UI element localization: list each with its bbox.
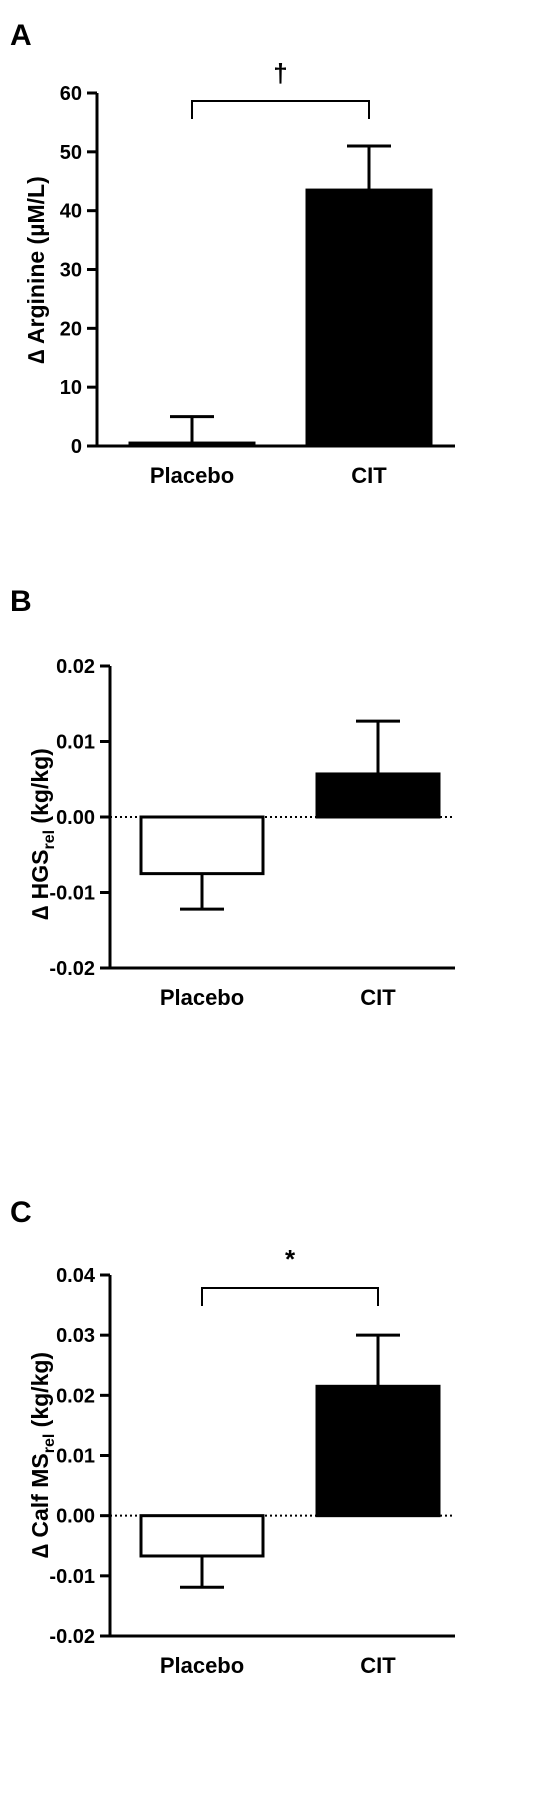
- y-tick-label-c: 0.00: [56, 1506, 95, 1528]
- y-tick-label-a: 30: [60, 260, 82, 282]
- y-tick-label-a: 10: [60, 377, 82, 399]
- bar-b-0: [139, 815, 265, 876]
- bars-a: [128, 144, 433, 448]
- y-tick-label-c: 0.01: [56, 1446, 95, 1468]
- bar-c-0: [139, 1514, 265, 1558]
- y-tick-label-c: -0.01: [49, 1566, 95, 1588]
- panel-b: B ∆ HGSrel (kg/kg) -0.02 -0.01 0.00 0.01 0.0…: [10, 585, 455, 1010]
- panel-label-b: B: [10, 585, 32, 618]
- x-tick-label-c-1: CIT: [360, 1653, 396, 1678]
- y-tick-label-c: 0.04: [56, 1265, 96, 1287]
- significance-bracket-c: [201, 1287, 379, 1306]
- bar-c-1: [315, 1384, 441, 1518]
- significance-c: *: [201, 1244, 379, 1306]
- bars-c: [139, 1333, 441, 1589]
- y-tick-label-b: 0.01: [56, 732, 95, 754]
- y-tick-label-c: 0.02: [56, 1385, 95, 1407]
- y-axis-a: 0 10 20 30 40 50 60: [60, 83, 99, 458]
- y-tick-label-a: 20: [60, 318, 82, 340]
- bars-b: [139, 719, 441, 911]
- y-axis-label-b-tail: (kg/kg): [27, 748, 53, 830]
- panel-label-a: A: [10, 19, 32, 52]
- y-axis-label-b-sub: rel: [41, 830, 58, 850]
- significance-marker-c: *: [285, 1244, 296, 1274]
- y-tick-label-b: 0.02: [56, 656, 95, 678]
- x-tick-label-c-0: Placebo: [160, 1653, 244, 1678]
- y-axis-label-c-sub: rel: [41, 1434, 58, 1454]
- y-axis-label-c: ∆ Calf MSrel (kg/kg): [27, 1352, 58, 1558]
- y-tick-label-a: 40: [60, 201, 82, 223]
- y-tick-label-c: 0.03: [56, 1325, 95, 1347]
- y-axis-label-a: ∆ Arginine (µM/L): [23, 176, 49, 363]
- y-tick-label-b: -0.02: [49, 958, 95, 980]
- y-axis-b: -0.02 -0.01 0.00 0.01 0.02: [49, 656, 112, 980]
- y-tick-label-c: -0.02: [49, 1626, 95, 1648]
- y-tick-label-a: 60: [60, 83, 82, 105]
- x-tick-label-b-0: Placebo: [160, 985, 244, 1010]
- x-tick-label-b-1: CIT: [360, 985, 396, 1010]
- panel-a: A ∆ Arginine (µM/L) 0 10 20 30 40 50 60 Placeb…: [10, 19, 455, 488]
- panel-c: C ∆ Calf MSrel (kg/kg) -0.02 -0.01 0.00 0.0…: [10, 1196, 455, 1678]
- significance-bracket-a: [191, 100, 370, 119]
- x-tick-label-a-0: Placebo: [150, 463, 234, 488]
- y-tick-label-b: 0.00: [56, 807, 95, 829]
- significance-marker-a: †: [273, 58, 287, 88]
- y-axis-label-c-tail: (kg/kg): [27, 1352, 53, 1434]
- y-axis-c: -0.02 -0.01 0.00 0.01 0.02 0.03 0.04: [49, 1265, 112, 1648]
- y-tick-label-a: 0: [71, 436, 82, 458]
- y-axis-label-b-main: ∆ HGS: [27, 850, 53, 920]
- y-axis-label-c-main: ∆ Calf MS: [27, 1453, 53, 1558]
- x-axis-c: Placebo CIT: [110, 1514, 455, 1678]
- panel-label-c: C: [10, 1196, 32, 1229]
- x-axis-a: Placebo CIT: [97, 444, 455, 488]
- y-axis-label-b: ∆ HGSrel (kg/kg): [27, 748, 58, 920]
- bar-b-1: [315, 772, 441, 819]
- y-tick-label-a: 50: [60, 142, 82, 164]
- x-axis-b: Placebo CIT: [110, 816, 455, 1010]
- y-tick-label-b: -0.01: [49, 883, 95, 905]
- x-tick-label-a-1: CIT: [351, 463, 387, 488]
- significance-a: †: [191, 58, 370, 119]
- bar-a-1: [305, 188, 433, 448]
